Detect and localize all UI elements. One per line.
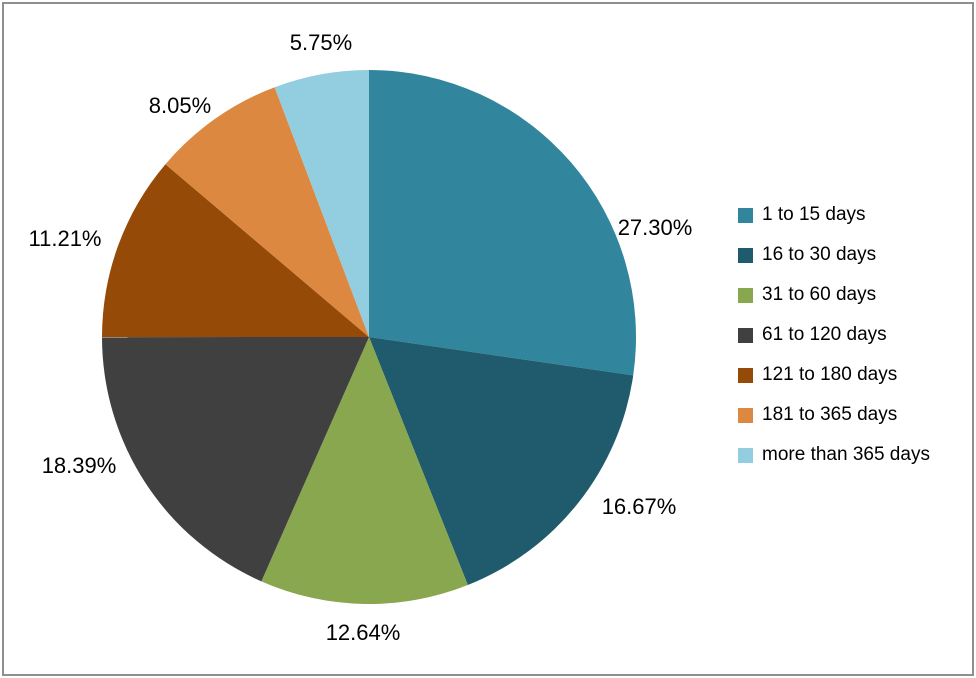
legend-label: more than 365 days — [762, 444, 930, 465]
data-label-16-to-30-days: 16.67% — [601, 494, 677, 519]
pie-slice-16-to-30-days — [369, 337, 634, 586]
data-label-1-to-15-days: 27.30% — [617, 215, 693, 240]
pie-slice-181-to-365-days — [165, 87, 369, 337]
legend-swatch-icon — [738, 207, 753, 223]
legend-item-16-to-30-days: 16 to 30 days — [738, 235, 930, 275]
legend-label: 121 to 180 days — [762, 364, 898, 385]
pie-slice-31-to-60-days — [261, 337, 468, 605]
legend-swatch-icon — [738, 447, 753, 463]
data-label-31-to-60-days: 12.64% — [325, 620, 401, 645]
legend-swatch-icon — [738, 247, 753, 263]
data-label-181-to-365-days: 8.05% — [148, 93, 212, 118]
data-label-more-than-365-days: 5.75% — [289, 30, 353, 55]
data-label-121-to-180-days: 11.21% — [28, 226, 102, 251]
legend-item-121-to-180-days: 121 to 180 days — [738, 355, 930, 395]
legend-item-more-than-365-days: more than 365 days — [738, 435, 930, 475]
legend: 1 to 15 days 16 to 30 days 31 to 60 days… — [738, 195, 930, 475]
legend-swatch-icon — [738, 287, 753, 303]
legend-label: 1 to 15 days — [762, 204, 866, 225]
legend-swatch-icon — [738, 327, 753, 343]
legend-swatch-icon — [738, 407, 753, 423]
legend-label: 61 to 120 days — [762, 324, 887, 345]
legend-label: 181 to 365 days — [762, 404, 898, 425]
pie-slice-more-than-365-days — [274, 70, 369, 337]
pie-slice-1-to-15-days — [369, 70, 636, 376]
legend-label: 31 to 60 days — [762, 284, 877, 305]
pie-slice-121-to-180-days — [101, 164, 369, 338]
legend-item-31-to-60-days: 31 to 60 days — [738, 275, 930, 315]
legend-label: 16 to 30 days — [762, 244, 877, 265]
legend-item-61-to-120-days: 61 to 120 days — [738, 315, 930, 355]
data-label-61-to-120-days: 18.39% — [41, 453, 117, 478]
legend-item-181-to-365-days: 181 to 365 days — [738, 395, 930, 435]
legend-item-1-to-15-days: 1 to 15 days — [738, 195, 930, 235]
legend-swatch-icon — [738, 367, 753, 383]
pie-slice-61-to-120-days — [102, 337, 369, 582]
